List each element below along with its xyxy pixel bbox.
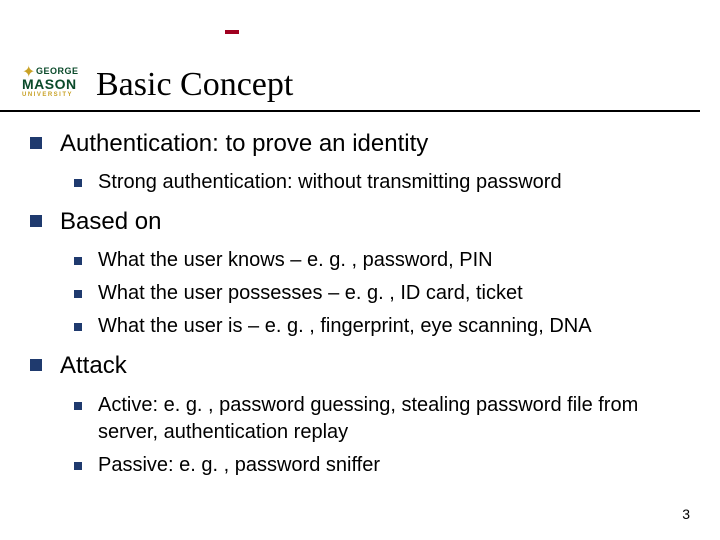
heading-text: Based on [60, 206, 161, 237]
slide-title: Basic Concept [96, 66, 293, 104]
list-item: Active: e. g. , password guessing, steal… [74, 392, 700, 446]
section-heading: Based on [30, 206, 700, 237]
square-bullet-icon [74, 462, 82, 470]
square-bullet-icon [74, 290, 82, 298]
square-bullet-icon [74, 179, 82, 187]
square-bullet-icon [30, 215, 42, 227]
logo-line2: MASON [22, 76, 77, 92]
item-text: What the user possesses – e. g. , ID car… [98, 280, 523, 307]
section-heading: Attack [30, 350, 700, 381]
square-bullet-icon [30, 359, 42, 371]
item-text: Active: e. g. , password guessing, steal… [98, 392, 700, 446]
list-item: Strong authentication: without transmitt… [74, 169, 700, 196]
list-item: What the user is – e. g. , fingerprint, … [74, 313, 700, 340]
item-text: What the user knows – e. g. , password, … [98, 247, 493, 274]
slide-content: Authentication: to prove an identity Str… [30, 128, 700, 485]
list-item: What the user knows – e. g. , password, … [74, 247, 700, 274]
item-text: Passive: e. g. , password sniffer [98, 452, 380, 479]
page-number: 3 [682, 506, 690, 522]
logo-subline: UNIVERSITY [22, 92, 73, 98]
square-bullet-icon [74, 257, 82, 265]
list-item: What the user possesses – e. g. , ID car… [74, 280, 700, 307]
heading-text: Attack [60, 350, 127, 381]
item-text: Strong authentication: without transmitt… [98, 169, 562, 196]
heading-text: Authentication: to prove an identity [60, 128, 428, 159]
title-underline [0, 110, 700, 112]
square-bullet-icon [74, 402, 82, 410]
decorative-dash [225, 30, 239, 34]
logo-line1: GEORGE [36, 66, 79, 76]
square-bullet-icon [74, 323, 82, 331]
university-logo: ✦ GEORGE MASON UNIVERSITY [8, 58, 88, 108]
square-bullet-icon [30, 137, 42, 149]
list-item: Passive: e. g. , password sniffer [74, 452, 700, 479]
section-heading: Authentication: to prove an identity [30, 128, 700, 159]
item-text: What the user is – e. g. , fingerprint, … [98, 313, 592, 340]
